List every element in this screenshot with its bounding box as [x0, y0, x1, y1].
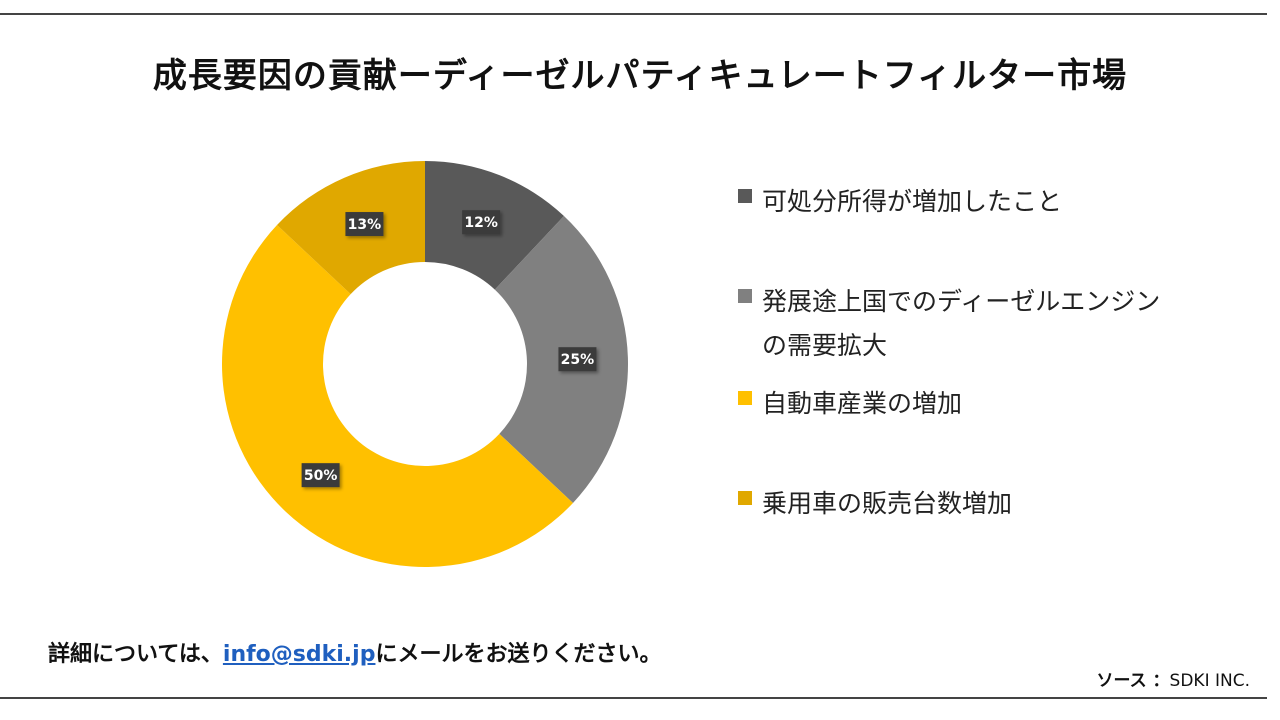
data-label-box: [301, 463, 340, 488]
donut-data-labels: 12% 25% 50% 13%: [301, 210, 597, 488]
data-label-text: 13%: [348, 217, 382, 233]
legend-item: 発展途上国でのディーゼルエンジンの需要拡大: [738, 280, 1172, 368]
legend-label: 可処分所得が増加したこと: [762, 187, 1063, 216]
data-label-box: [558, 347, 597, 372]
legend-label: 乗用車の販売台数増加: [762, 489, 1013, 518]
legend-label: 発展途上国でのディーゼルエンジンの需要拡大: [762, 287, 1161, 360]
legend-item: 自動車産業の増加: [738, 382, 1182, 426]
source-label: ソース ：: [1096, 671, 1170, 691]
contact-prefix: 詳細については、: [48, 642, 223, 667]
legend-swatch: [738, 491, 752, 505]
bottom-rule: [0, 697, 1267, 699]
data-label-box: [462, 210, 501, 235]
legend-swatch: [738, 391, 752, 405]
data-label-text: 50%: [304, 468, 338, 484]
legend-swatch: [738, 289, 752, 303]
source-credit: ソース ：SDKI INC.: [1096, 666, 1250, 691]
legend-item: 乗用車の販売台数増加: [738, 482, 1182, 526]
source-value: SDKI INC.: [1169, 671, 1250, 691]
contact-suffix: にメールをお送りください。: [375, 642, 662, 667]
legend-item: 可処分所得が増加したこと: [738, 180, 1182, 224]
data-label-text: 12%: [464, 215, 498, 231]
data-label: 50%: [301, 463, 340, 488]
data-label-box: [345, 212, 384, 237]
legend-label: 自動車産業の増加: [762, 389, 963, 418]
top-rule: [0, 13, 1267, 15]
data-label: 25%: [558, 347, 597, 372]
contact-note: 詳細については、info@sdki.jpにメールをお送りください。: [48, 636, 661, 668]
legend-swatch: [738, 189, 752, 203]
chart-title: 成長要因の貢献ーディーゼルパティキュレートフィルター市場: [152, 56, 1128, 96]
data-label-text: 25%: [561, 352, 595, 368]
email-link[interactable]: info@sdki.jp: [222, 642, 376, 667]
data-label: 13%: [345, 212, 384, 237]
data-label: 12%: [462, 210, 501, 235]
